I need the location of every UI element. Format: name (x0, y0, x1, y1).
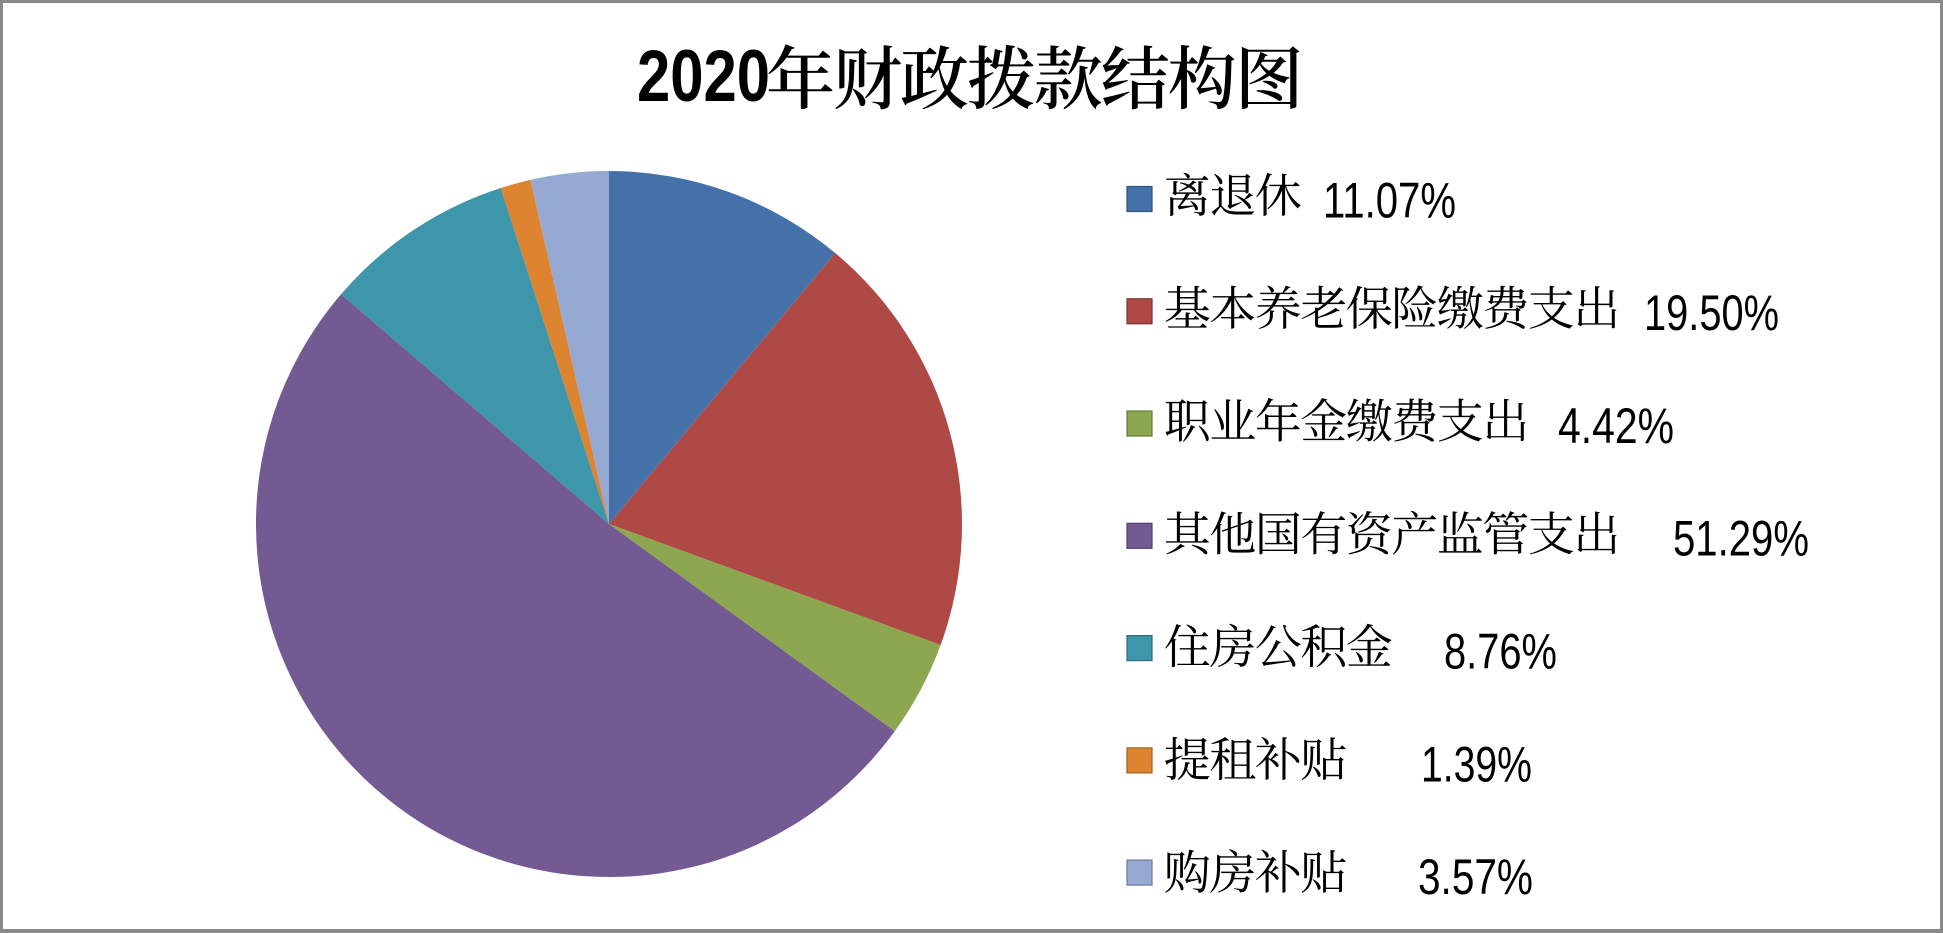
svg-text:2020: 2020 (637, 36, 770, 117)
svg-text:11.07%: 11.07% (1323, 172, 1456, 228)
svg-text:51.29%: 51.29% (1673, 511, 1809, 567)
svg-text:1.39%: 1.39% (1421, 736, 1532, 792)
svg-text:8.76%: 8.76% (1444, 624, 1557, 680)
svg-text:19.50%: 19.50% (1644, 285, 1779, 341)
svg-text:4.42%: 4.42% (1558, 398, 1674, 454)
svg-text:3.57%: 3.57% (1418, 849, 1533, 905)
